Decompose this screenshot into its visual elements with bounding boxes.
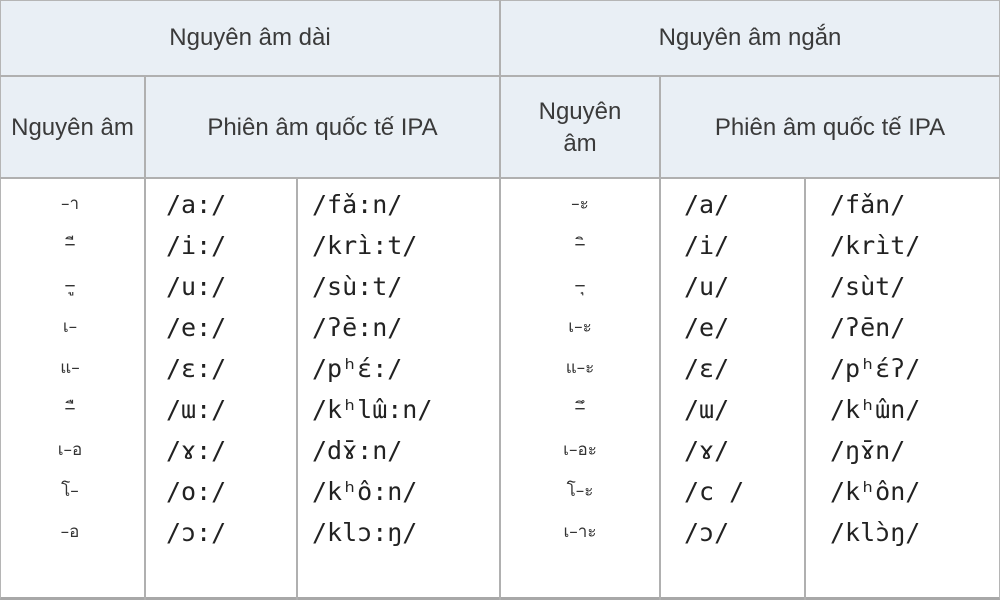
long-ipa-col-header: Phiên âm quốc tế IPA <box>146 77 499 178</box>
ipa-value: /ɯ/ <box>684 395 730 424</box>
col-header-text: Phiên âm quốc tế IPA <box>207 113 438 141</box>
col-header-text: Nguyên âm <box>538 97 622 157</box>
long-vowels-title: Nguyên âm dài <box>169 24 331 51</box>
example-word: /kʰlɯ̂:n/ <box>312 395 433 424</box>
ipa-value: /e:/ <box>166 313 227 342</box>
thai-vowel: แ– <box>60 358 80 378</box>
example-word: /sù:t/ <box>312 272 403 301</box>
thai-vowel: –ิ <box>575 235 585 255</box>
thai-vowel: –า <box>60 194 80 214</box>
example-word: /kʰɯ̂n/ <box>830 395 921 424</box>
ipa-value: /i/ <box>684 231 730 260</box>
ipa-value: /e/ <box>684 313 730 342</box>
thai-vowel: –ี <box>65 235 75 255</box>
col-header-text: Nguyên âm <box>11 113 134 141</box>
example-word: /kʰôn/ <box>830 477 921 506</box>
ipa-value: /i:/ <box>166 231 227 260</box>
ipa-value: /u/ <box>684 272 730 301</box>
ipa-value: /a/ <box>684 190 730 219</box>
short-vowels-title: Nguyên âm ngắn <box>658 24 842 51</box>
thai-vowel: แ–ะ <box>565 358 595 378</box>
ipa-value: /ɤ:/ <box>166 436 227 465</box>
example-word: /ŋɤ̄n/ <box>830 436 906 465</box>
short-vowel-list: –ะ –ิ –ุเ–ะแ–ะ –ึเ–อะโ–ะเ–าะ <box>530 184 630 553</box>
thai-vowel: โ– <box>61 481 79 501</box>
long-vowel-list: –า –ี –ูเ– แ– –ืเ–อโ– –อ <box>20 184 120 553</box>
example-word: /krìt/ <box>830 231 921 260</box>
thai-vowel: เ–ะ <box>568 317 592 337</box>
short-vowels-header: Nguyên âm ngắn <box>501 1 999 75</box>
example-word: /krì:t/ <box>312 231 418 260</box>
example-word: /pʰɛ́ʔ/ <box>830 354 921 383</box>
example-word: /ʔēn/ <box>830 313 906 342</box>
long-example-list: /fǎ:n/ /krì:t/ /sù:t/ /ʔē:n/ /pʰɛ́:/ /kʰlɯ̂:n… <box>312 184 432 553</box>
thai-vowel: เ–าะ <box>563 522 597 542</box>
ipa-value: /a:/ <box>166 190 227 219</box>
example-word: /pʰɛ́:/ <box>312 354 403 383</box>
long-vowel-col-header: Nguyên âm <box>1 77 144 178</box>
example-word: /klɔ:ŋ/ <box>312 518 418 547</box>
example-word: /ʔē:n/ <box>312 313 403 342</box>
divider <box>144 77 146 600</box>
divider <box>296 178 298 600</box>
example-word: /fǎ:n/ <box>312 190 403 219</box>
ipa-value: /ɛ/ <box>684 354 730 383</box>
thai-vowel: –ึ <box>575 399 585 419</box>
short-ipa-list: /a/ /i/ /u/ /e/ /ɛ/ /ɯ/ /ɤ/ /c / /ɔ/ <box>684 184 744 553</box>
thai-vowel: –ื <box>65 399 75 419</box>
short-vowel-col-header: Nguyên âm <box>501 77 659 178</box>
short-example-list: /fǎn/ /krìt/ /sùt/ /ʔēn/ /pʰɛ́ʔ/ /kʰɯ̂n/ /ŋɤ̄n… <box>830 184 920 553</box>
divider <box>659 77 661 600</box>
col-header-text: Phiên âm quốc tế IPA <box>714 113 946 141</box>
divider <box>804 178 806 600</box>
ipa-value: /ɛ:/ <box>166 354 227 383</box>
ipa-value: /ɔ/ <box>684 518 730 547</box>
example-word: /sùt/ <box>830 272 906 301</box>
ipa-value: /ɯ:/ <box>166 395 227 424</box>
long-vowels-header: Nguyên âm dài <box>1 1 499 75</box>
ipa-value: /ɔ:/ <box>166 518 227 547</box>
example-word: /klɔ̀ŋ/ <box>830 518 921 547</box>
example-word: /fǎn/ <box>830 190 906 219</box>
thai-vowel: โ–ะ <box>566 481 594 501</box>
ipa-value: /u:/ <box>166 272 227 301</box>
thai-vowel: เ–อ <box>57 440 83 460</box>
example-word: /dɤ̄:n/ <box>312 436 403 465</box>
thai-vowel: –อ <box>60 522 80 542</box>
ipa-value: /ɤ/ <box>684 436 730 465</box>
thai-vowel: –ะ <box>571 194 589 214</box>
example-word: /kʰô:n/ <box>312 477 418 506</box>
thai-vowel: –ู <box>65 276 75 296</box>
ipa-value: /o:/ <box>166 477 227 506</box>
short-ipa-col-header: Phiên âm quốc tế IPA <box>661 77 999 178</box>
thai-vowel: –ุ <box>575 276 585 296</box>
thai-vowel: เ– <box>62 317 78 337</box>
ipa-value: /c / <box>684 477 745 506</box>
divider <box>499 0 501 600</box>
thai-vowel: เ–อะ <box>563 440 597 460</box>
long-ipa-list: /a:/ /i:/ /u:/ /e:/ /ɛ:/ /ɯ:/ /ɤ:/ /o:/ /ɔ:/ <box>166 184 226 553</box>
